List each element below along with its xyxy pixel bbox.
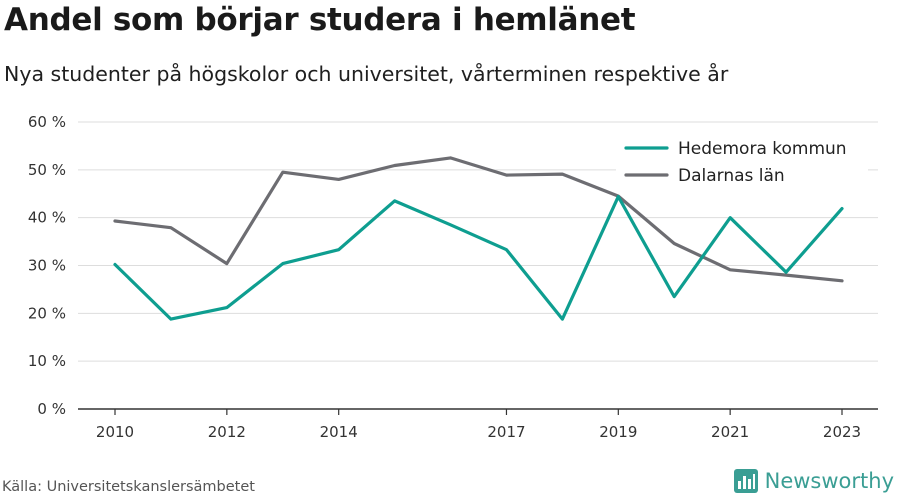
legend-background	[616, 134, 868, 190]
chart-title: Andel som börjar studera i hemlänet	[4, 2, 636, 38]
y-tick-label: 40 %	[28, 209, 66, 227]
chart-subtitle: Nya studenter på högskolor och universit…	[4, 62, 729, 86]
y-tick-label: 0 %	[37, 400, 66, 418]
x-axis-ticks: 2010 2012 2014 2017 2019 2021 2023	[96, 409, 861, 441]
legend: Hedemora kommun Dalarnas län	[616, 134, 868, 190]
y-tick-label: 30 %	[28, 257, 66, 275]
x-tick-label: 2021	[711, 423, 749, 441]
y-axis-ticks: 0 % 10 % 20 % 30 % 40 % 50 % 60 %	[28, 113, 66, 418]
legend-label: Dalarnas län	[678, 166, 785, 186]
y-tick-label: 10 %	[28, 352, 66, 370]
source-note: Källa: Universitetskanslersämbetet	[2, 479, 255, 495]
legend-label: Hedemora kommun	[678, 139, 847, 159]
series-line-hedemora	[113, 195, 844, 321]
series-layer	[113, 156, 844, 321]
newsworthy-icon	[733, 469, 758, 493]
y-tick-label: 20 %	[28, 304, 66, 322]
grid-layer	[78, 121, 878, 410]
x-tick-label: 2023	[823, 423, 861, 441]
x-tick-label: 2010	[96, 423, 134, 441]
x-tick-label: 2017	[487, 423, 525, 441]
series-line-dalarna	[113, 156, 844, 283]
x-tick-label: 2014	[320, 423, 358, 441]
x-tick-label: 2012	[208, 423, 246, 441]
brand-name: Newsworthy	[764, 469, 894, 493]
y-tick-label: 50 %	[28, 161, 66, 179]
brand-logo: Newsworthy	[733, 468, 894, 494]
x-tick-label: 2019	[599, 423, 637, 441]
y-tick-label: 60 %	[28, 113, 66, 131]
